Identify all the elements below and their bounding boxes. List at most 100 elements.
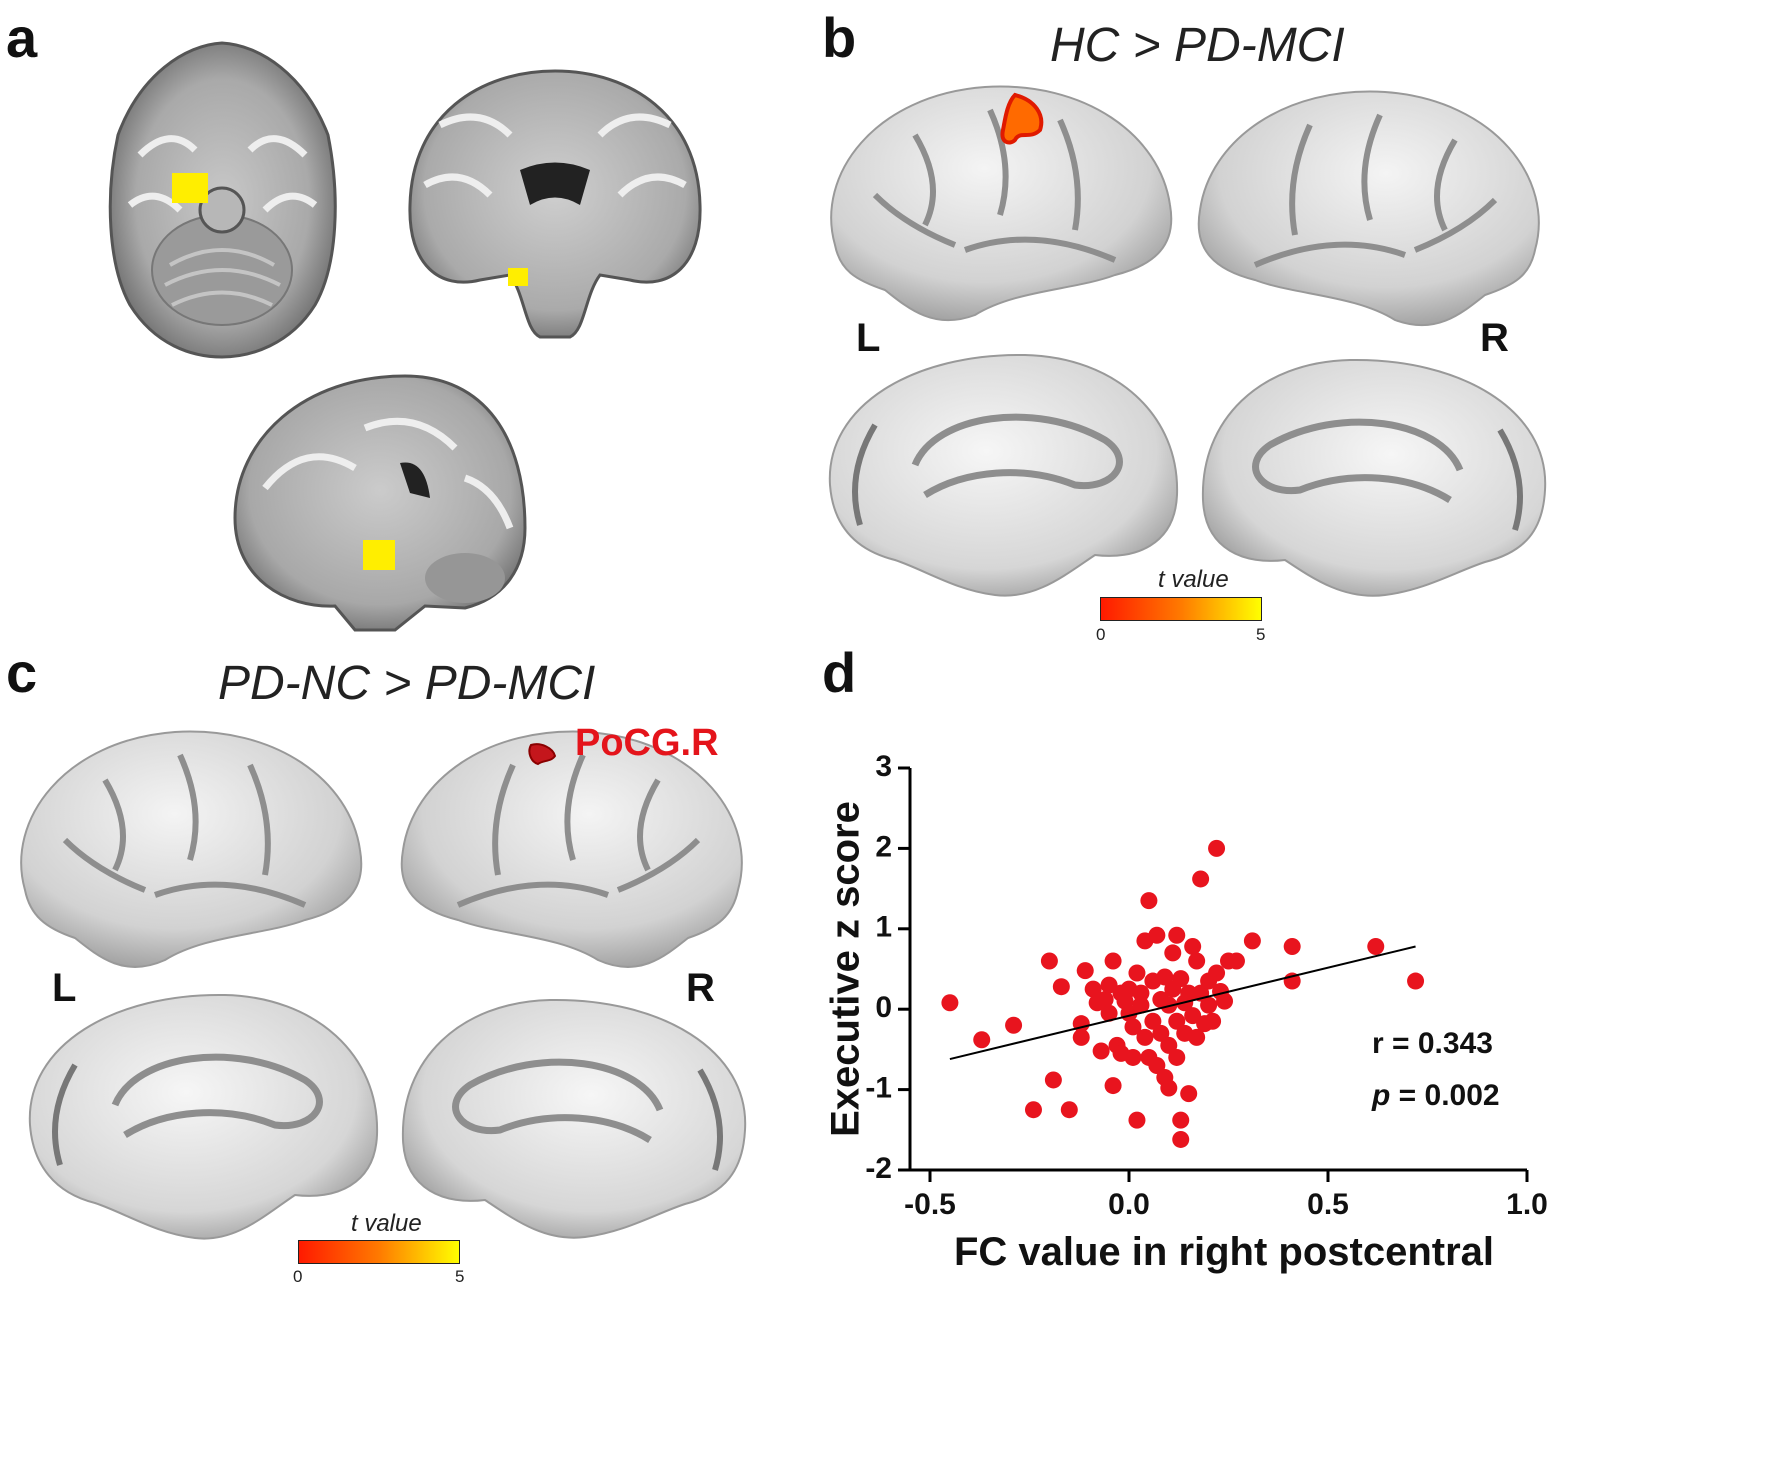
scatter-point bbox=[1216, 992, 1234, 1010]
regression-line bbox=[949, 945, 1416, 1061]
scatter-point bbox=[941, 994, 959, 1012]
scatter-point bbox=[1188, 1028, 1206, 1046]
scatter-point bbox=[1168, 1048, 1186, 1066]
poCG-roi-label: PoCG.R bbox=[575, 722, 719, 764]
panel-b-right-label: R bbox=[1480, 316, 1509, 360]
panel-a-letter: a bbox=[6, 6, 38, 69]
panel-b-colorbar-max: 5 bbox=[1256, 625, 1266, 644]
scatter-point bbox=[1204, 1012, 1222, 1030]
scatter-point bbox=[1160, 1079, 1178, 1097]
scatter-point bbox=[1060, 1101, 1078, 1119]
scatter-point bbox=[1128, 1111, 1146, 1129]
right-lateral-brain bbox=[1197, 90, 1540, 327]
scatter-point bbox=[1160, 1036, 1178, 1054]
axial-mri-slice bbox=[108, 41, 337, 359]
scatter-point bbox=[1172, 1130, 1190, 1148]
panel-c-colorbar-min: 0 bbox=[293, 1267, 303, 1286]
sagittal-mri-slice bbox=[233, 374, 527, 632]
scatter-point bbox=[1148, 1056, 1166, 1074]
scatter-point bbox=[1140, 892, 1158, 910]
panel-b-colorbar-title: t value bbox=[1158, 566, 1229, 593]
scatter-point bbox=[1168, 926, 1186, 944]
scatter-point bbox=[1184, 1007, 1202, 1025]
scatter-point bbox=[1024, 1101, 1042, 1119]
y-tick-label: 3 bbox=[875, 750, 892, 783]
scatter-point bbox=[1136, 1028, 1154, 1046]
x-tick-label: 1.0 bbox=[1506, 1188, 1548, 1221]
x-tick-label: -0.5 bbox=[904, 1188, 956, 1221]
scatter-point bbox=[1208, 839, 1226, 857]
scatter-point bbox=[1100, 1004, 1118, 1022]
scatter-point bbox=[1132, 996, 1150, 1014]
coronal-mri-slice bbox=[408, 69, 702, 339]
c-right-medial-brain bbox=[401, 998, 747, 1239]
scatter-point bbox=[1104, 952, 1122, 970]
left-lateral-brain bbox=[830, 85, 1173, 322]
c-left-medial-brain bbox=[28, 993, 379, 1240]
scatter-point bbox=[973, 1031, 991, 1049]
scatter-point bbox=[1052, 978, 1070, 996]
scatter-point bbox=[1227, 952, 1245, 970]
scatter-point bbox=[1044, 1071, 1062, 1089]
c-right-lateral-brain bbox=[400, 730, 743, 969]
scatter-point bbox=[1208, 964, 1226, 982]
panel-b-letter: b bbox=[822, 6, 857, 69]
red-roi-blob bbox=[1000, 92, 1044, 145]
panel-c-title: PD-NC > PD-MCI bbox=[218, 657, 596, 710]
c-left-lateral-brain bbox=[20, 730, 363, 969]
scatter-point bbox=[1367, 937, 1385, 955]
scatter-point bbox=[1100, 976, 1118, 994]
yellow-roi-sagittal bbox=[363, 540, 395, 570]
scatter-point bbox=[1172, 970, 1190, 988]
panel-b-colorbar-min: 0 bbox=[1096, 625, 1106, 644]
scatter-point bbox=[1148, 926, 1166, 944]
yellow-roi-coronal bbox=[508, 268, 528, 286]
scatter-point bbox=[1200, 996, 1218, 1014]
y-axis-label: Executive z score bbox=[824, 801, 868, 1137]
scatter-point bbox=[1132, 984, 1150, 1002]
scatter-point bbox=[1152, 1024, 1170, 1042]
scatter-point bbox=[1180, 1085, 1198, 1103]
scatter-point bbox=[1164, 944, 1182, 962]
yellow-roi-axial bbox=[172, 173, 208, 203]
x-axis-label: FC value in right postcentral bbox=[954, 1230, 1494, 1274]
poCG-roi-blob bbox=[528, 743, 557, 766]
scatter-point bbox=[1156, 968, 1174, 986]
scatter-point bbox=[1005, 1016, 1023, 1034]
scatter-point bbox=[1184, 937, 1202, 955]
p-value-text: p = 0.002 bbox=[1371, 1079, 1500, 1112]
panel-b-colorbar bbox=[1100, 597, 1262, 621]
scatter-plot: -2 -1 0 1 2 3 -0.5 0.0 0.5 1.0 Executive z score… bbox=[824, 750, 1548, 1274]
panel-c-letter: c bbox=[6, 641, 38, 704]
y-tick-label: -1 bbox=[865, 1072, 892, 1105]
panel-c-colorbar bbox=[298, 1240, 460, 1264]
scatter-point bbox=[1144, 1012, 1162, 1030]
y-tick-label: -2 bbox=[865, 1152, 892, 1185]
panel-d-letter: d bbox=[822, 641, 857, 704]
scatter-point bbox=[1092, 1042, 1110, 1060]
scatter-point bbox=[1104, 1077, 1122, 1095]
scatter-point bbox=[1072, 1028, 1090, 1046]
scatter-point bbox=[1040, 952, 1058, 970]
y-tick-label: 0 bbox=[875, 991, 892, 1024]
x-tick-label: 0.5 bbox=[1307, 1188, 1349, 1221]
panel-c-colorbar-max: 5 bbox=[455, 1267, 465, 1286]
r-value-text: r = 0.343 bbox=[1372, 1027, 1493, 1060]
panel-b-title: HC > PD-MCI bbox=[1050, 19, 1345, 72]
scatter-point bbox=[1192, 870, 1210, 888]
scatter-point bbox=[1096, 991, 1114, 1009]
scatter-point bbox=[1084, 980, 1102, 998]
panel-c-left-label: L bbox=[52, 966, 77, 1010]
right-medial-brain bbox=[1201, 358, 1547, 597]
scatter-point bbox=[1124, 1018, 1142, 1036]
panel-c-colorbar-title: t value bbox=[351, 1210, 422, 1237]
scatter-point bbox=[1128, 964, 1146, 982]
scatter-point bbox=[1180, 984, 1198, 1002]
scatter-point bbox=[1283, 937, 1301, 955]
y-tick-label: 1 bbox=[875, 911, 892, 944]
scatter-point bbox=[1407, 972, 1425, 990]
scatter-point bbox=[1243, 932, 1261, 950]
scatter-point bbox=[1188, 952, 1206, 970]
left-medial-brain bbox=[828, 353, 1179, 597]
panel-b-left-label: L bbox=[856, 316, 881, 360]
